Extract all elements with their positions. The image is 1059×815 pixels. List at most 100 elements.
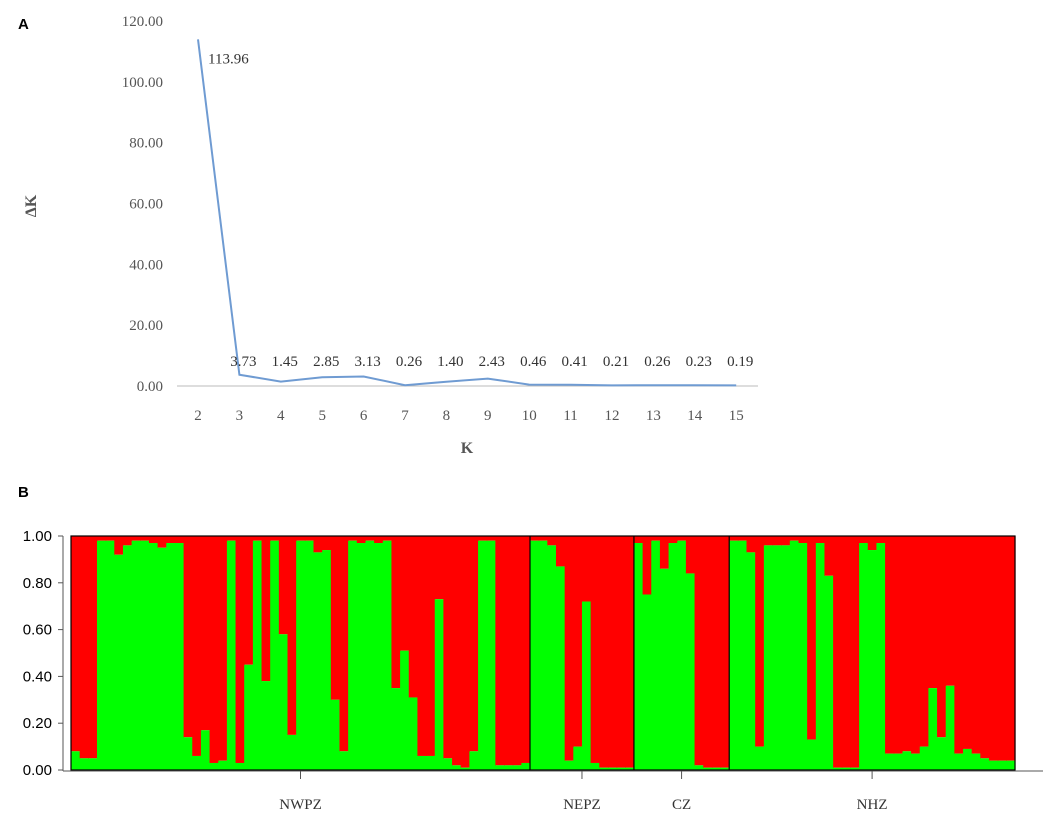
bar-red <box>581 536 592 602</box>
x-tick-label: 7 <box>401 408 409 424</box>
bar-red <box>382 536 393 541</box>
x-tick-label: 9 <box>484 408 492 424</box>
bar-green <box>763 545 774 770</box>
bar-red <box>374 536 384 544</box>
bar-green <box>322 550 332 770</box>
bar-red <box>174 536 185 544</box>
bar-red <box>633 536 644 544</box>
bar-red <box>443 536 453 759</box>
bar-red <box>919 536 929 747</box>
bar-green <box>183 737 193 770</box>
bar-green <box>729 540 739 770</box>
bar-green <box>296 540 306 770</box>
data-label: 0.19 <box>727 354 753 370</box>
x-tick-label: 13 <box>646 408 661 424</box>
bar-green <box>486 540 496 770</box>
bar-red <box>876 536 886 544</box>
y-tick-label: 80.00 <box>129 136 163 152</box>
bar-green <box>971 753 981 770</box>
bar-green <box>330 699 341 770</box>
bar-green <box>815 543 826 770</box>
bar-green <box>1006 760 1016 770</box>
bar-red <box>720 536 730 768</box>
bar-red <box>226 536 237 541</box>
bar-red <box>460 536 470 768</box>
bar-red <box>365 536 375 541</box>
bar-green <box>876 543 886 770</box>
bar-green <box>755 746 765 770</box>
group-label: NHZ <box>857 797 888 813</box>
bar-red <box>850 536 860 768</box>
bar-green <box>434 599 444 770</box>
y-tick-labels: 0.00 0.20 0.40 0.60 0.80 1.00 <box>23 528 63 779</box>
y-tick-label: 0.20 <box>23 715 52 732</box>
bar-red <box>555 536 566 567</box>
bar-red <box>356 536 367 544</box>
y-tick-label: 60.00 <box>129 197 163 213</box>
bar-green <box>789 540 800 770</box>
bar-red <box>391 536 401 689</box>
bar-red <box>616 536 626 768</box>
group-label: NWPZ <box>279 797 322 813</box>
bar-red <box>478 536 488 541</box>
bar-green <box>651 540 661 770</box>
bar-green <box>711 767 722 770</box>
data-label: 2.85 <box>313 354 339 370</box>
bar-red <box>252 536 263 541</box>
bar-red <box>694 536 704 766</box>
bar-green <box>148 543 159 770</box>
bar-red <box>521 536 531 763</box>
bar-red <box>625 536 635 768</box>
bar-red <box>88 536 98 759</box>
bar-green <box>737 540 748 770</box>
bar-red <box>963 536 973 749</box>
bar-red <box>746 536 756 553</box>
group-label: CZ <box>672 797 691 813</box>
bar-green <box>703 767 713 770</box>
bar-red <box>209 536 219 763</box>
bar-green <box>278 634 289 770</box>
bar-red <box>96 536 107 541</box>
bar-red <box>452 536 462 766</box>
group-dividers <box>529 536 730 770</box>
bar-green <box>452 765 462 770</box>
bar-green <box>833 767 843 770</box>
bar-red <box>270 536 280 541</box>
bar-green <box>226 540 237 770</box>
bar-red <box>945 536 955 686</box>
bar-red <box>798 536 808 544</box>
bar-red <box>841 536 852 768</box>
bar-green <box>304 540 315 770</box>
y-tick-label: 20.00 <box>129 318 163 334</box>
bar-green <box>131 540 141 770</box>
bar-green <box>989 760 999 770</box>
x-tick-label: 4 <box>277 408 285 424</box>
y-tick-label: 100.00 <box>122 75 163 91</box>
bar-green <box>746 552 756 770</box>
bar-red <box>140 536 150 541</box>
series-line-path <box>197 39 737 387</box>
bar-green <box>218 760 228 770</box>
bar-green <box>408 697 419 770</box>
bar-green <box>200 730 211 770</box>
data-label: 3.73 <box>230 354 256 370</box>
bar-red <box>937 536 947 738</box>
bar-red <box>148 536 159 544</box>
bar-green <box>235 762 245 770</box>
bar-red <box>547 536 557 546</box>
bar-green <box>963 748 973 770</box>
bar-red <box>573 536 583 747</box>
bar-red <box>885 536 895 754</box>
bar-green <box>902 751 912 770</box>
data-label: 2.43 <box>479 354 505 370</box>
bar-green <box>590 762 600 770</box>
bar-red <box>79 536 89 759</box>
x-tick-label: 15 <box>729 408 744 424</box>
bar-red <box>339 536 349 752</box>
bar-green <box>157 547 167 770</box>
bar-green <box>850 767 860 770</box>
bar-green <box>348 540 358 770</box>
bar-red <box>530 536 540 541</box>
bar-red <box>685 536 696 574</box>
bar-green <box>382 540 393 770</box>
